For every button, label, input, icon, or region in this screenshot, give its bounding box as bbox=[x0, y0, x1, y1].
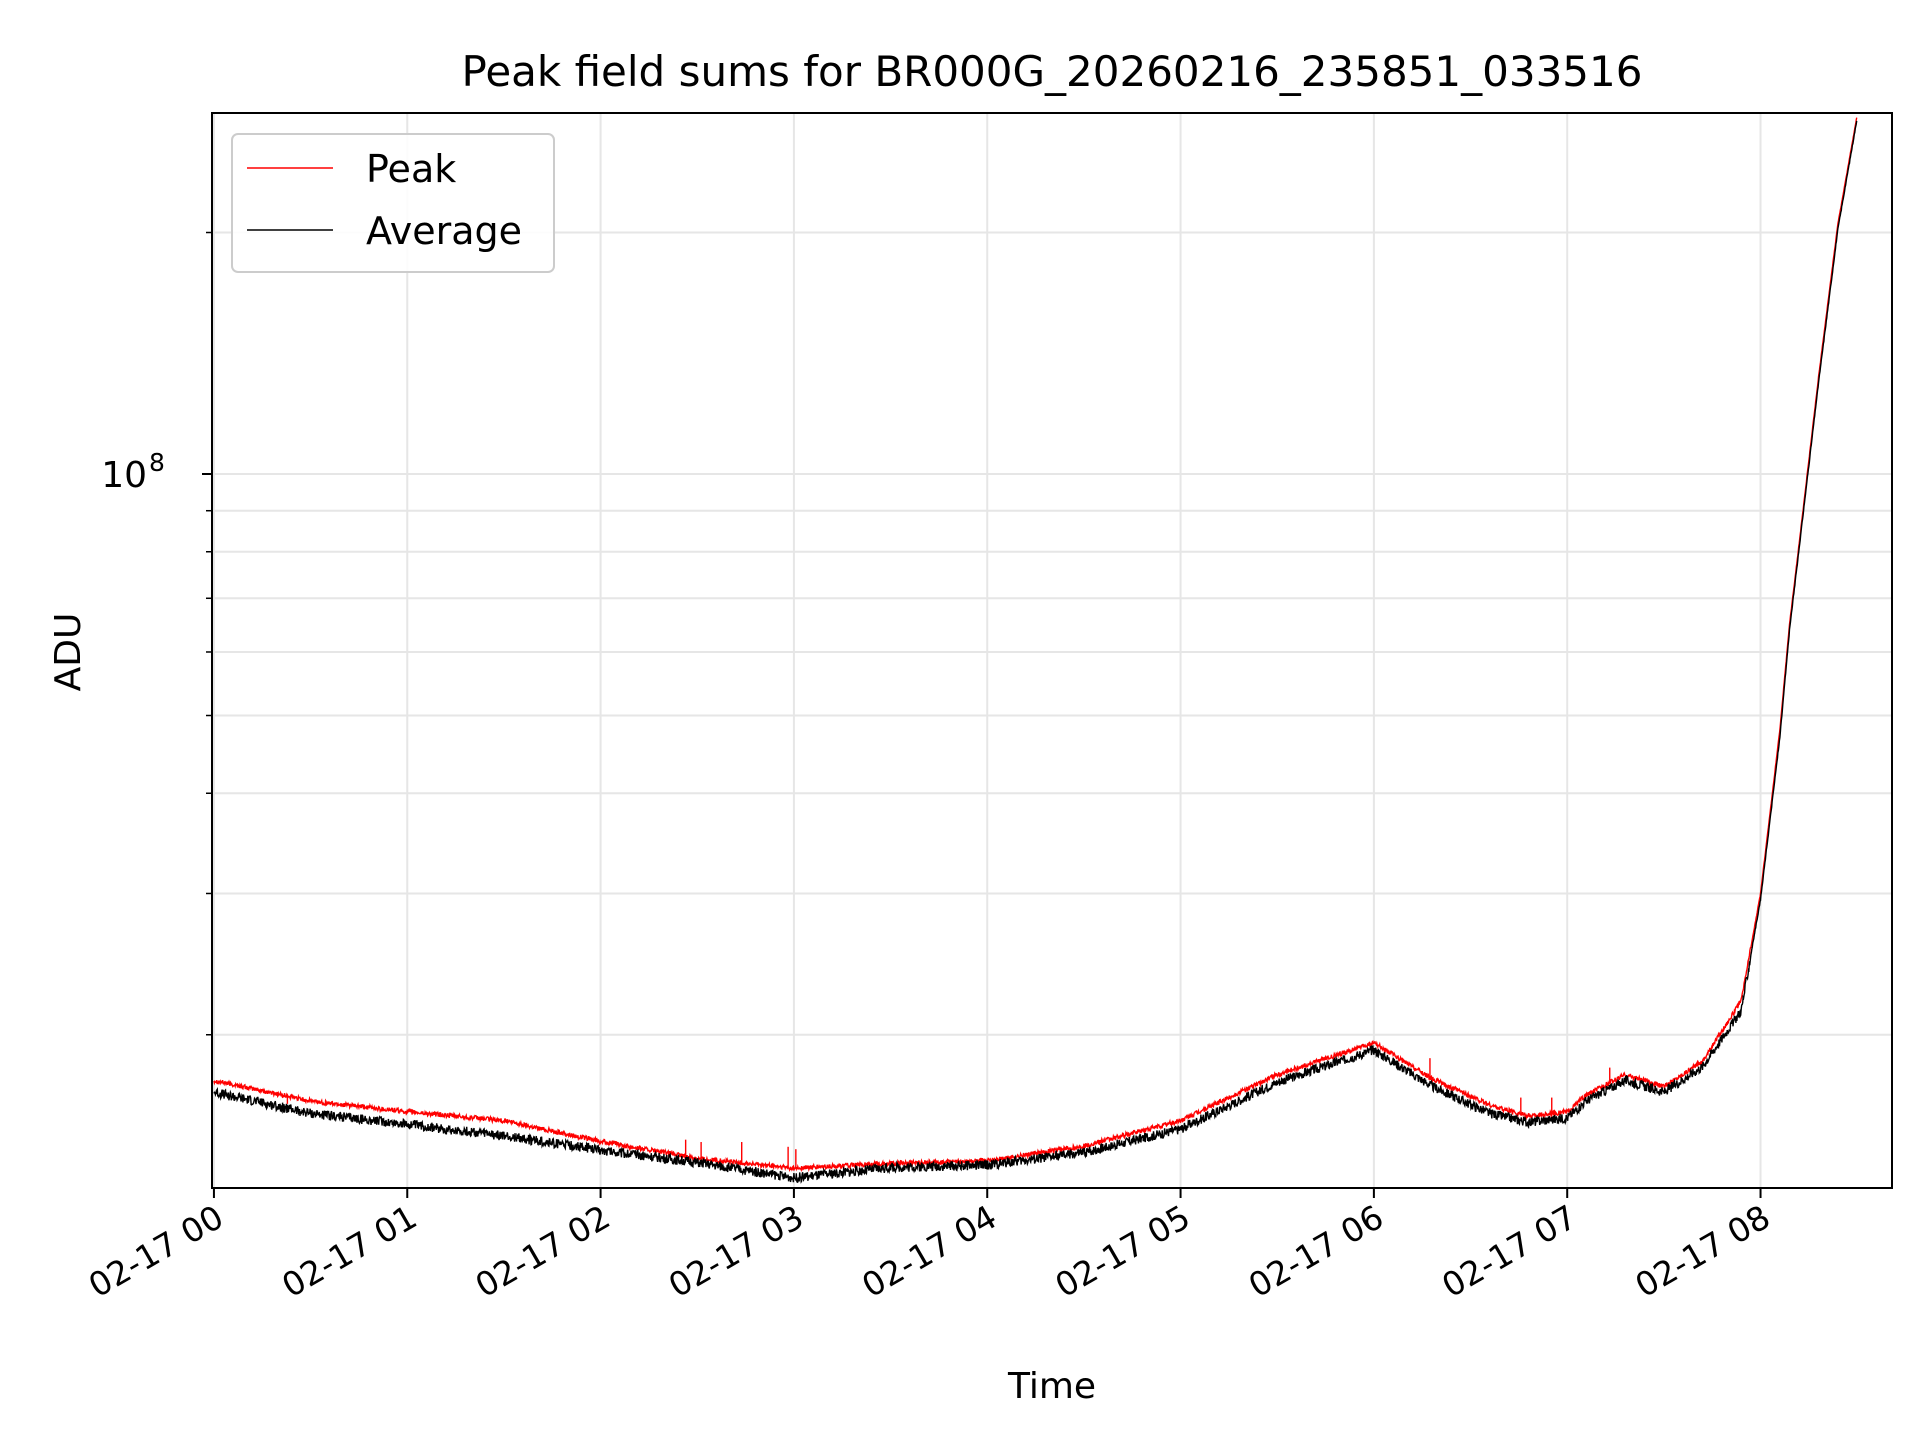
y-tick-label: 10 bbox=[101, 455, 147, 496]
x-tick-label: 02-17 08 bbox=[1629, 1197, 1777, 1305]
x-axis-label: Time bbox=[1007, 1366, 1096, 1407]
y-tick-label-exponent: 8 bbox=[149, 448, 165, 477]
series-line-peak bbox=[213, 117, 1858, 1173]
series-line-average bbox=[213, 120, 1858, 1184]
x-tick-label: 02-17 00 bbox=[82, 1197, 230, 1305]
axes-frame bbox=[211, 112, 1893, 1189]
legend: Peak Average bbox=[231, 133, 555, 273]
axis-ticks: 02-17 00 02-17 01 02-17 02 02-17 03 02-17 04… bbox=[82, 231, 1777, 1305]
legend-label-average: Average bbox=[366, 209, 522, 253]
x-tick-label: 02-17 03 bbox=[662, 1197, 810, 1305]
chart-title: Peak field sums for BR000G_20260216_2358… bbox=[462, 47, 1643, 96]
x-tick-label: 02-17 07 bbox=[1435, 1197, 1583, 1305]
grid-lines bbox=[212, 113, 1892, 1188]
x-tick-label: 02-17 04 bbox=[855, 1197, 1003, 1305]
x-tick-label: 02-17 01 bbox=[275, 1197, 423, 1305]
y-axis-label: ADU bbox=[48, 613, 89, 692]
series-layer bbox=[213, 117, 1858, 1184]
x-tick-label: 02-17 06 bbox=[1242, 1197, 1390, 1305]
x-tick-label: 02-17 05 bbox=[1049, 1197, 1197, 1305]
legend-label-peak: Peak bbox=[366, 147, 456, 191]
x-tick-label: 02-17 02 bbox=[469, 1197, 617, 1305]
